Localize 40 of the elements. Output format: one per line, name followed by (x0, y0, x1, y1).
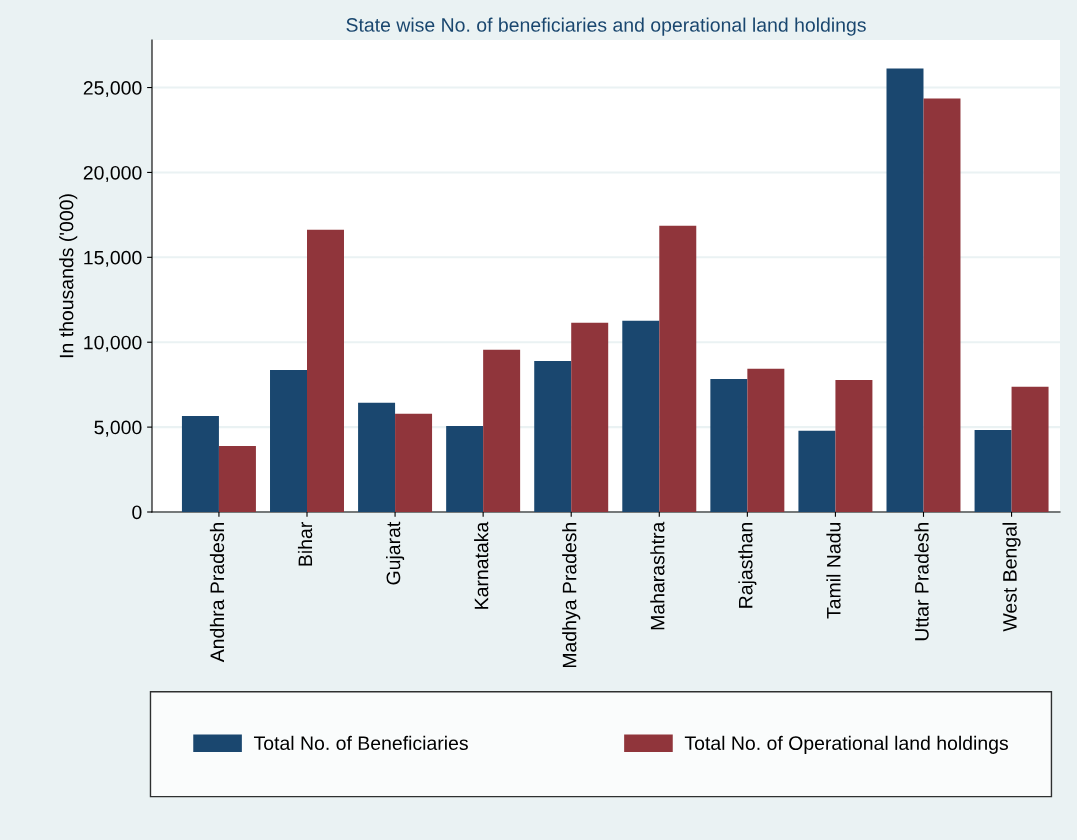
bar (358, 402, 396, 512)
bar (923, 98, 961, 512)
bar (1011, 386, 1049, 512)
bar (218, 445, 256, 512)
bar (798, 430, 836, 512)
x-tick-label: West Bengal (1002, 523, 1021, 632)
bar (886, 68, 924, 512)
bar (446, 425, 484, 512)
bar (270, 369, 307, 512)
x-tick-label: Uttar Pradesh (914, 522, 929, 641)
bar (307, 229, 344, 512)
y-axis-title: In thousands ('000) (59, 194, 78, 358)
x-tick-label: Andhra Pradesh (209, 522, 225, 663)
y-tick-label: 0 (132, 505, 142, 520)
x-tick-label: Bihar (297, 522, 313, 566)
bar (835, 379, 873, 512)
y-tick-label: 20,000 (83, 165, 142, 182)
bar (710, 378, 748, 512)
bar (747, 368, 785, 512)
x-tick-label: Gujarat (386, 521, 405, 585)
x-tick-label: Rajasthan (738, 522, 757, 608)
bar (571, 322, 609, 512)
bar (534, 360, 572, 512)
x-tick-label: Tamil Nadu (826, 523, 841, 619)
legend-label: Total No. of Operational land holdings (684, 735, 1008, 754)
x-tick-label: Karnataka (474, 521, 489, 609)
x-tick-label: Maharashtra (650, 521, 665, 630)
bar (395, 413, 433, 512)
legend-label: Total No. of Beneficiaries (253, 735, 468, 751)
x-tick-label: Madhya Pradesh (562, 522, 581, 668)
y-tick-label: 25,000 (83, 81, 142, 98)
bar (483, 349, 521, 512)
chart-title: State wise No. of beneficiaries and operational land holdings (346, 17, 866, 36)
bar (974, 429, 1012, 512)
y-tick-label: 15,000 (84, 250, 142, 267)
bar (659, 225, 697, 512)
bar (181, 415, 219, 512)
bar (622, 320, 660, 512)
y-tick-label: 10,000 (84, 335, 142, 352)
y-tick-label: 5,000 (94, 420, 142, 437)
